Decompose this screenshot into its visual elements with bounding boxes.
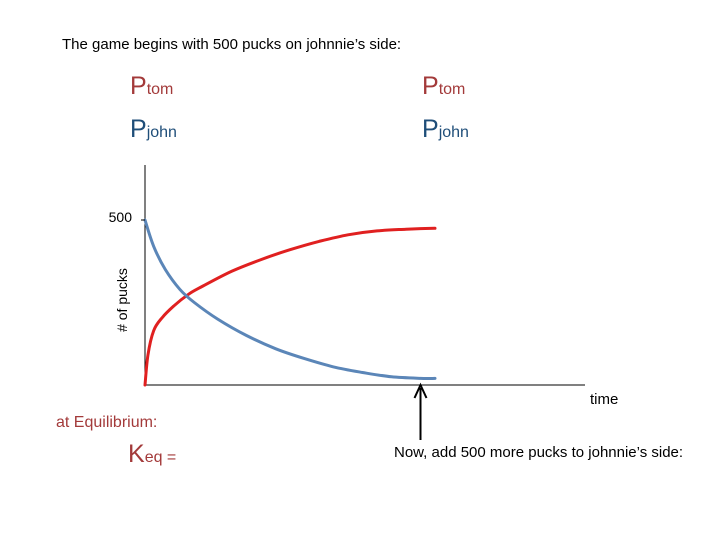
p-tom-right-symbol: P (422, 72, 439, 100)
equilibrium-label: at Equilibrium: (56, 414, 158, 431)
p-tom-left-subscript: tom (146, 81, 174, 98)
p-tom-right-subscript: tom (438, 81, 466, 98)
chart-axes (144, 165, 585, 386)
series-line-1 (143, 218, 437, 381)
keq-expression: Keq = (128, 440, 176, 469)
intro-text: The game begins with 500 pucks on johnni… (62, 36, 402, 53)
now-add-pucks-text: Now, add 500 more pucks to johnnie’s sid… (394, 444, 684, 461)
p-john-right-symbol: P (422, 115, 439, 143)
p-john-right-subscript: john (438, 124, 469, 141)
p-john-left: Pjohn (130, 115, 177, 144)
series-line-0 (143, 226, 437, 387)
arrow-head-icon (413, 382, 428, 399)
p-tom-left: Ptom (130, 72, 173, 101)
y-tick-label: 500 (109, 209, 133, 225)
x-axis-label: time (590, 391, 618, 408)
p-john-left-symbol: P (130, 115, 147, 143)
p-john-left-subscript: john (146, 124, 177, 141)
p-tom-right: Ptom (422, 72, 465, 101)
p-john-right: Pjohn (422, 115, 469, 144)
p-tom-left-symbol: P (130, 72, 147, 100)
y-axis-label: # of pucks (114, 268, 130, 332)
keq-symbol: K (128, 440, 145, 468)
keq-subscript: eq (144, 449, 163, 466)
series-layer (141, 218, 437, 387)
keq-equals: = (162, 449, 177, 466)
annotation-layer (413, 382, 428, 440)
